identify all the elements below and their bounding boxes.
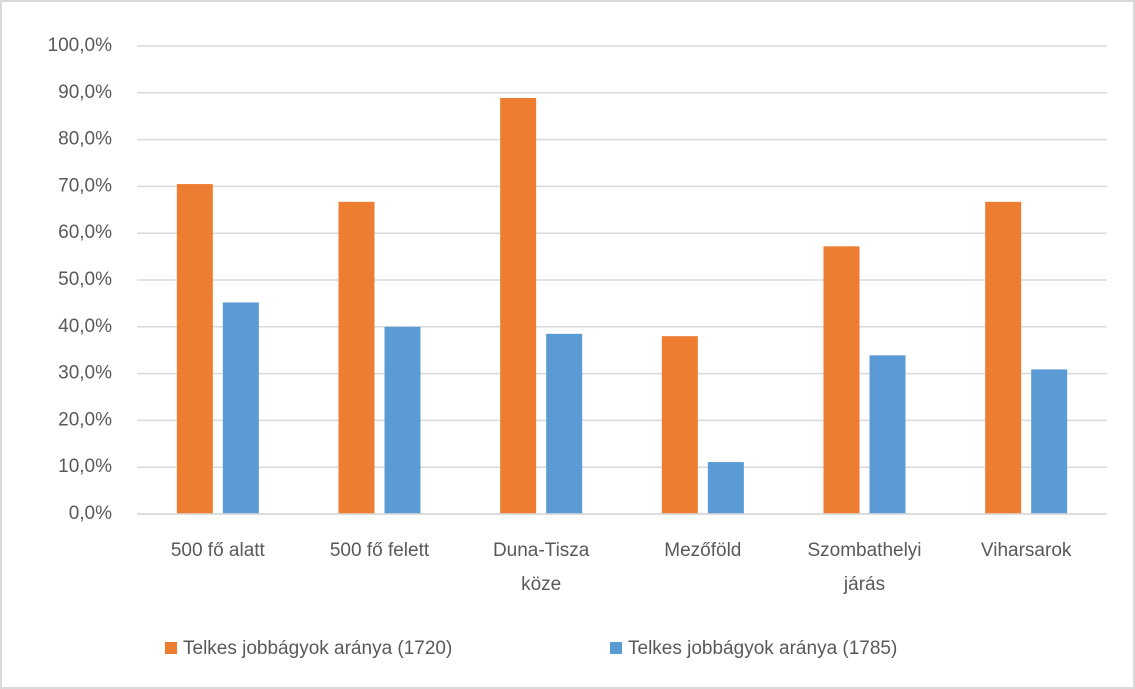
bar: [546, 333, 583, 514]
x-tick-label: 500 fő alatt: [171, 540, 266, 561]
y-tick-label: 90,0%: [58, 82, 112, 103]
legend-swatch: [165, 642, 177, 654]
bar: [1031, 369, 1068, 514]
bar: [869, 355, 906, 514]
bar: [222, 302, 259, 514]
y-tick-label: 80,0%: [58, 129, 112, 150]
x-tick-label: Viharsarok: [981, 540, 1072, 561]
bar: [500, 97, 537, 514]
y-tick-label: 10,0%: [58, 456, 112, 477]
y-tick-label: 70,0%: [58, 175, 112, 196]
x-tick-line: köze: [521, 574, 561, 595]
y-tick-label: 60,0%: [58, 222, 112, 243]
x-tick-label: Mezőföld: [664, 540, 741, 561]
y-tick-label: 40,0%: [58, 316, 112, 337]
bar: [707, 462, 744, 514]
bar: [661, 336, 698, 514]
y-tick-label: 30,0%: [58, 363, 112, 384]
y-tick-label: 20,0%: [58, 409, 112, 430]
x-tick-label: Duna-Tisza köze: [493, 540, 590, 595]
legend-label: Telkes jobbágyok aránya (1720): [183, 638, 452, 659]
legend-swatch: [610, 642, 622, 654]
y-tick-label: 100,0%: [48, 35, 113, 56]
x-tick-label: Szombathelyi járás: [807, 540, 921, 595]
bar: [985, 201, 1022, 514]
x-tick-line: Duna-Tisza: [493, 540, 590, 561]
bar: [384, 326, 421, 514]
y-tick-label: 0,0%: [69, 503, 112, 524]
x-tick-line: Szombathelyi: [807, 540, 921, 561]
bar: [823, 246, 860, 514]
legend-label: Telkes jobbágyok aránya (1785): [628, 638, 897, 659]
bar: [176, 184, 213, 514]
x-tick-line: járás: [843, 574, 885, 595]
x-tick-label: 500 fő felett: [330, 540, 430, 561]
bar: [338, 201, 375, 514]
y-tick-label: 50,0%: [58, 269, 112, 290]
